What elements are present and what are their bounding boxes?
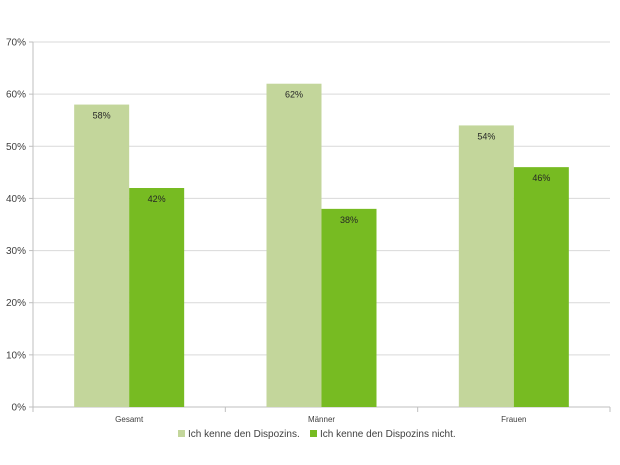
data-label: 46% bbox=[532, 173, 550, 183]
y-tick-label: 60% bbox=[6, 90, 26, 101]
data-label: 54% bbox=[477, 131, 495, 141]
legend-swatch bbox=[310, 430, 317, 437]
y-tick-label: 20% bbox=[6, 298, 26, 309]
y-tick-label: 40% bbox=[6, 194, 26, 205]
x-tick-label: Frauen bbox=[501, 415, 526, 424]
y-tick-label: 0% bbox=[12, 403, 27, 414]
x-tick-label: Gesamt bbox=[115, 415, 144, 424]
legend-label: Ich kenne den Dispozins. bbox=[188, 429, 300, 440]
data-label: 62% bbox=[285, 90, 303, 100]
y-tick-label: 30% bbox=[6, 246, 26, 257]
bar-gesamt-series-1 bbox=[74, 104, 130, 408]
data-label: 58% bbox=[93, 111, 111, 121]
x-tick-label: Männer bbox=[308, 415, 335, 424]
bar-männer-series-1 bbox=[266, 83, 322, 407]
y-tick-label: 70% bbox=[6, 38, 26, 49]
bar-frauen-series-1 bbox=[458, 125, 514, 407]
legend-label: Ich kenne den Dispozins nicht. bbox=[320, 429, 456, 440]
bar-gesamt-series-2 bbox=[129, 188, 185, 407]
y-tick-label: 10% bbox=[6, 350, 26, 361]
data-label: 38% bbox=[340, 215, 358, 225]
y-tick-label: 50% bbox=[6, 142, 26, 153]
legend-swatch bbox=[178, 430, 185, 437]
data-label: 42% bbox=[148, 194, 166, 204]
bar-frauen-series-2 bbox=[513, 167, 569, 407]
bar-männer-series-2 bbox=[321, 208, 377, 407]
